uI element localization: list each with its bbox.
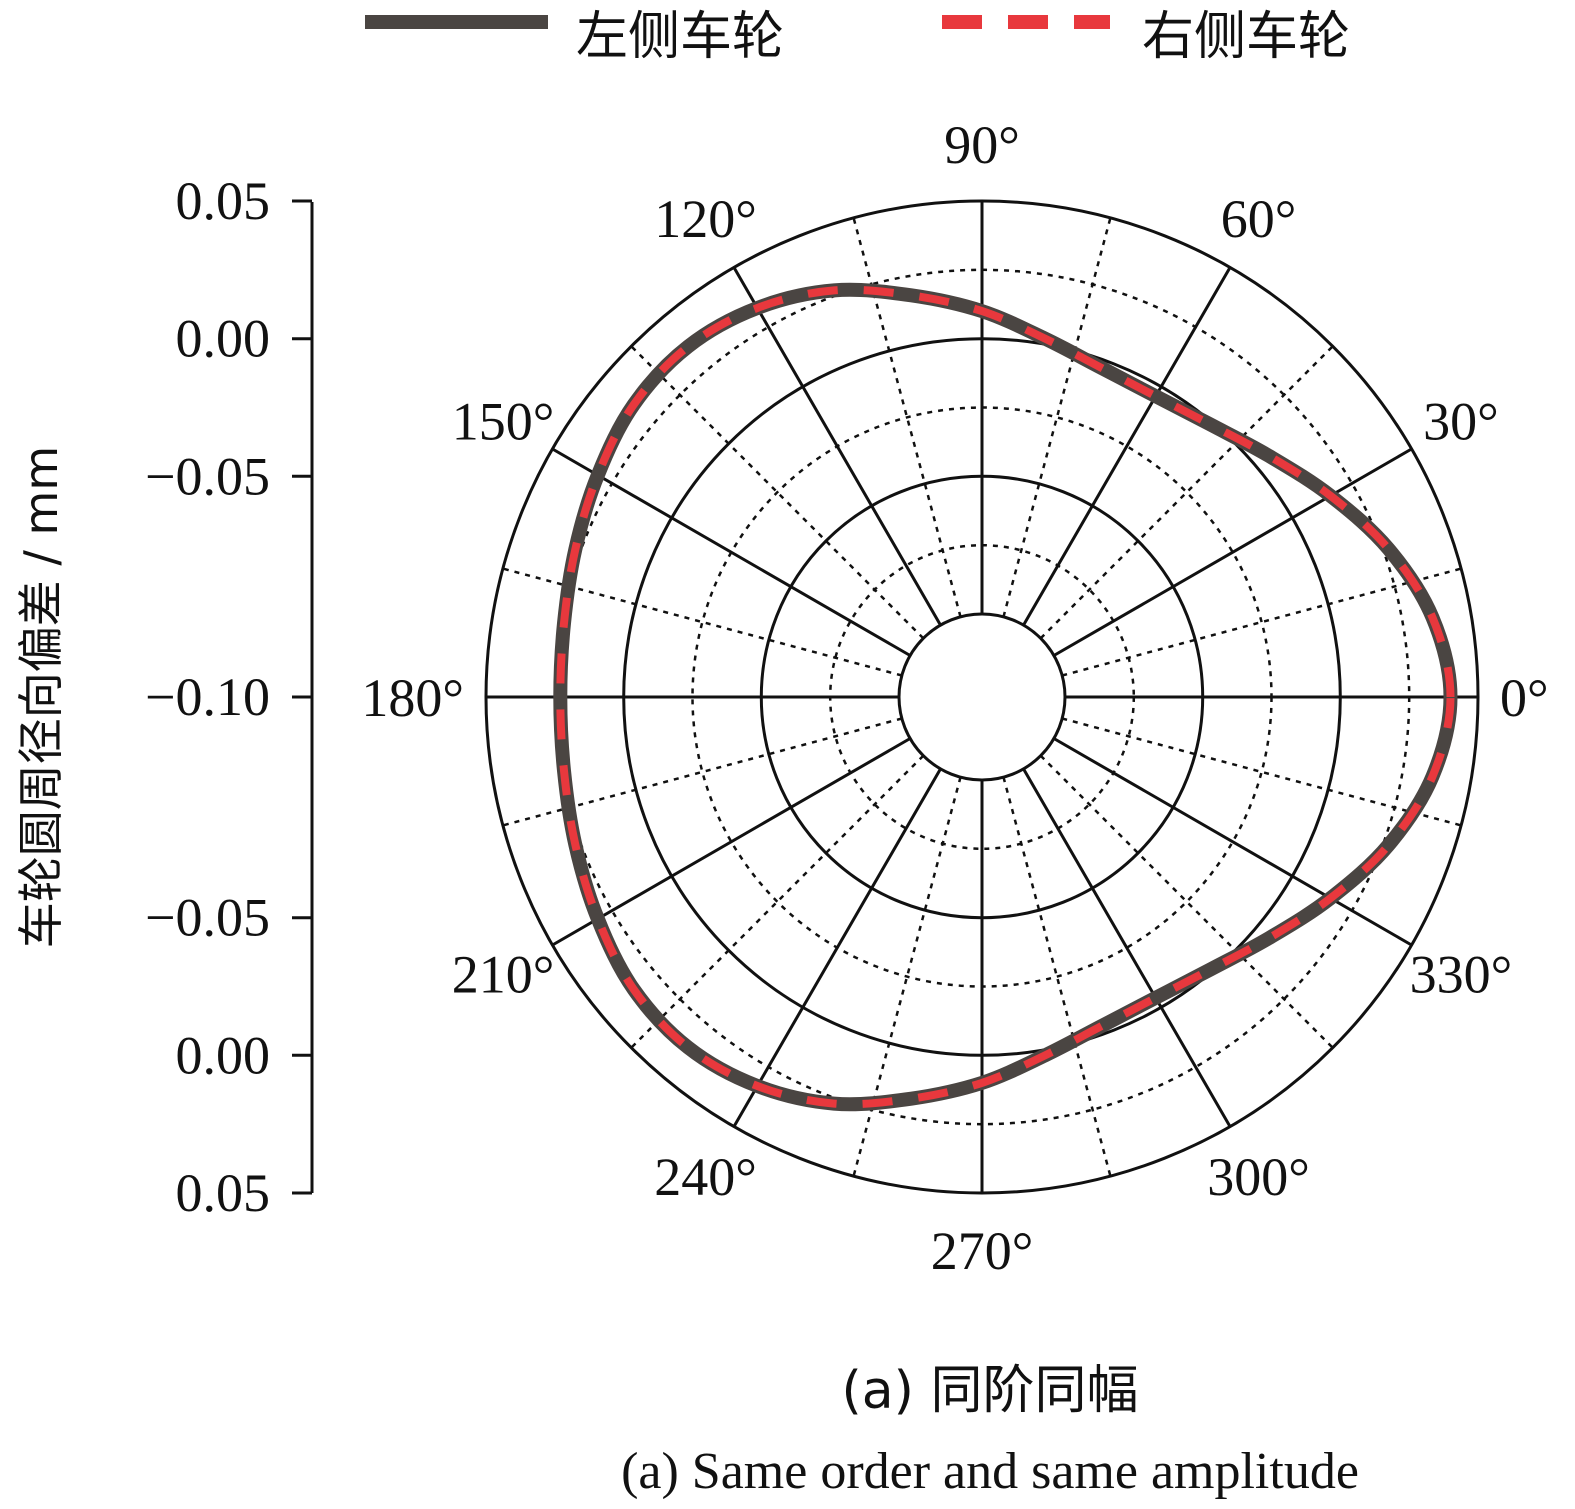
radial-tick-label: 0.00 (176, 1025, 271, 1085)
grid-spoke (1022, 266, 1232, 626)
grid-spoke (551, 447, 911, 657)
angle-label: 300° (1207, 1147, 1310, 1207)
grid-ring (897, 612, 1067, 782)
angle-label: 150° (452, 392, 555, 452)
radial-tick-label: −0.05 (145, 446, 270, 506)
angle-label: 60° (1221, 189, 1297, 249)
grid-spoke (732, 768, 942, 1128)
angle-label: 240° (654, 1147, 757, 1207)
radial-tick-label: 0.00 (176, 309, 271, 369)
angle-label: 180° (361, 668, 464, 728)
radial-tick-label: −0.05 (145, 888, 270, 948)
angle-label: 120° (654, 189, 757, 249)
grid-spoke (1053, 447, 1413, 657)
grid-spoke (1022, 768, 1232, 1128)
grid-spoke (630, 754, 925, 1049)
grid-spoke (1002, 776, 1112, 1177)
angle-labels: 0° 30° 60° 90° 120° 150° 180° 210° 240° 270° 300° 3… (361, 115, 1548, 1281)
legend: 左侧车轮 右侧车轮 (365, 7, 1350, 67)
angle-label: 270° (931, 1221, 1034, 1281)
radial-tick-label: 0.05 (176, 1163, 271, 1223)
grid-spoke (1002, 217, 1112, 618)
angle-label: 210° (452, 945, 555, 1005)
angle-label: 90° (944, 115, 1020, 175)
grid-spoke (551, 737, 911, 947)
grid-spoke (630, 345, 925, 640)
angle-label: 0° (1500, 668, 1549, 728)
caption-chinese: (a) 同阶同幅 (842, 1361, 1139, 1421)
grid-spoke (1061, 567, 1462, 677)
radial-axis-label: 车轮圆周径向偏差 / mm (14, 446, 68, 948)
radial-axis: 车轮圆周径向偏差 / mm 0.05 0.00 −0.05 −0.10 −0.05 0.0… (14, 171, 314, 1223)
radial-tick-label: 0.05 (176, 171, 271, 231)
caption-english: (a) Same order and same amplitude (621, 1443, 1359, 1500)
legend-left-label: 左侧车轮 (576, 7, 784, 67)
grid-spoke (1061, 717, 1462, 827)
grid-spoke (732, 266, 942, 626)
legend-right-label: 右侧车轮 (1142, 7, 1350, 67)
angle-label: 30° (1423, 392, 1499, 452)
radial-tick-label: −0.10 (145, 667, 270, 727)
angle-label: 330° (1410, 945, 1513, 1005)
grid-spoke (1039, 345, 1334, 640)
polar-grid (484, 199, 1480, 1195)
grid-spoke (1039, 754, 1334, 1049)
series-layer (553, 282, 1458, 1112)
grid-spoke (1053, 737, 1413, 947)
series-left-wheel (553, 282, 1458, 1112)
